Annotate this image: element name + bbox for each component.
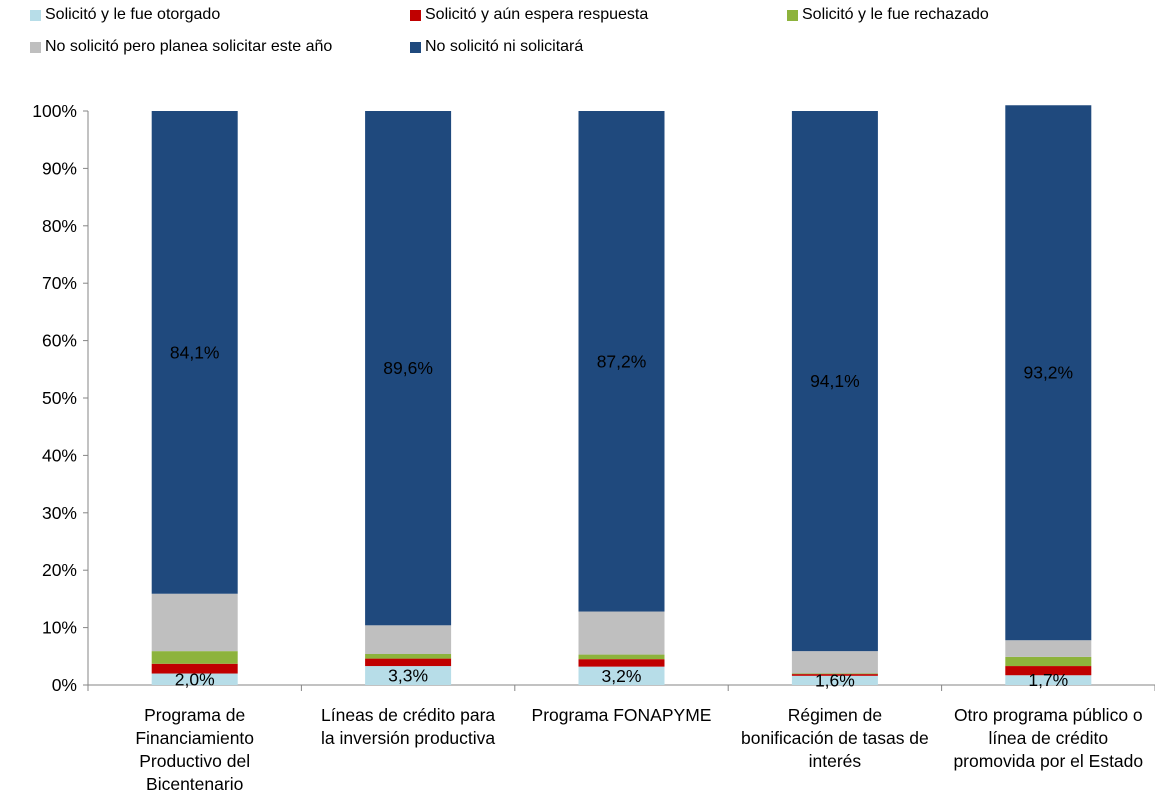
bar-segment xyxy=(365,625,452,655)
y-tick-label: 70% xyxy=(42,273,77,293)
data-label: 93,2% xyxy=(1023,363,1073,383)
y-tick-label: 80% xyxy=(42,216,77,236)
bar-segment xyxy=(791,673,878,675)
legend-label: Solicitó y le fue rechazado xyxy=(802,6,989,23)
y-tick-label: 20% xyxy=(42,560,77,580)
legend-label: Solicitó y aún espera respuesta xyxy=(425,6,649,23)
y-tick-label: 40% xyxy=(42,445,77,465)
category-label: Programa FONAPYME xyxy=(531,705,712,725)
bar-segment xyxy=(151,673,238,685)
legend-swatch xyxy=(30,41,41,53)
y-tick-label: 60% xyxy=(42,331,77,351)
y-tick-label: 100% xyxy=(32,101,77,121)
legend-swatch xyxy=(787,9,798,21)
legend-label: Solicitó y le fue otorgado xyxy=(45,6,221,23)
bar-segment xyxy=(791,675,878,685)
bar-segment xyxy=(791,651,878,674)
category-label: Régimen de bonificación de tasas de inte… xyxy=(741,705,929,771)
bar-segment xyxy=(1005,675,1092,685)
y-tick-label: 30% xyxy=(42,503,77,523)
bar-segment xyxy=(578,654,665,660)
legend-item: Solicitó y le fue rechazado xyxy=(787,6,989,24)
bar-segment xyxy=(1005,656,1092,667)
legend-swatch xyxy=(410,9,421,21)
data-label: 1,7% xyxy=(1028,670,1068,690)
legend-item: No solicitó ni solicitará xyxy=(410,38,583,56)
bar-segment xyxy=(578,666,665,685)
data-label: 84,1% xyxy=(170,342,220,362)
bar-segment xyxy=(151,663,238,674)
bar-segment xyxy=(365,658,452,667)
legend-item: Solicitó y le fue otorgado xyxy=(30,6,220,24)
legend-swatch xyxy=(410,41,421,53)
bar-segment xyxy=(1005,666,1092,676)
legend: Solicitó y le fue otorgado Solicitó y aún… xyxy=(30,6,1140,70)
bar-segment xyxy=(151,651,238,664)
legend-swatch xyxy=(30,9,41,21)
bar-segment xyxy=(791,111,878,652)
category-label: Otro programa público o línea de crédito… xyxy=(953,705,1144,771)
bar-segment xyxy=(365,654,452,659)
bar-segment xyxy=(578,611,665,655)
bar-segment xyxy=(151,593,238,652)
data-label: 94,1% xyxy=(810,371,860,391)
y-tick-label: 50% xyxy=(42,388,77,408)
bar-segment xyxy=(151,111,238,594)
data-label: 87,2% xyxy=(597,351,647,371)
bar-segment xyxy=(365,111,452,626)
data-label: 3,2% xyxy=(602,666,642,686)
data-label: 2,0% xyxy=(175,669,215,689)
category-label: Programa de Financiamiento Productivo de… xyxy=(135,705,255,794)
legend-item: No solicitó pero planea solicitar este a… xyxy=(30,38,332,56)
data-label: 1,6% xyxy=(815,670,855,690)
legend-label: No solicitó ni solicitará xyxy=(425,38,584,55)
y-tick-label: 10% xyxy=(42,618,77,638)
legend-label: No solicitó pero planea solicitar este a… xyxy=(45,38,333,55)
y-tick-label: 90% xyxy=(42,158,77,178)
category-label: Líneas de crédito para la inversión prod… xyxy=(321,705,496,748)
legend-item: Solicitó y aún espera respuesta xyxy=(410,6,648,24)
bar-segment xyxy=(1005,105,1092,641)
bar-segment xyxy=(1005,640,1092,657)
bar-segment xyxy=(791,674,878,676)
data-label: 89,6% xyxy=(383,358,433,378)
y-tick-label: 0% xyxy=(52,675,77,695)
bar-segment xyxy=(578,111,665,612)
bar-segment xyxy=(365,666,452,685)
bar-segment xyxy=(578,659,665,667)
data-label: 3,3% xyxy=(388,666,428,686)
